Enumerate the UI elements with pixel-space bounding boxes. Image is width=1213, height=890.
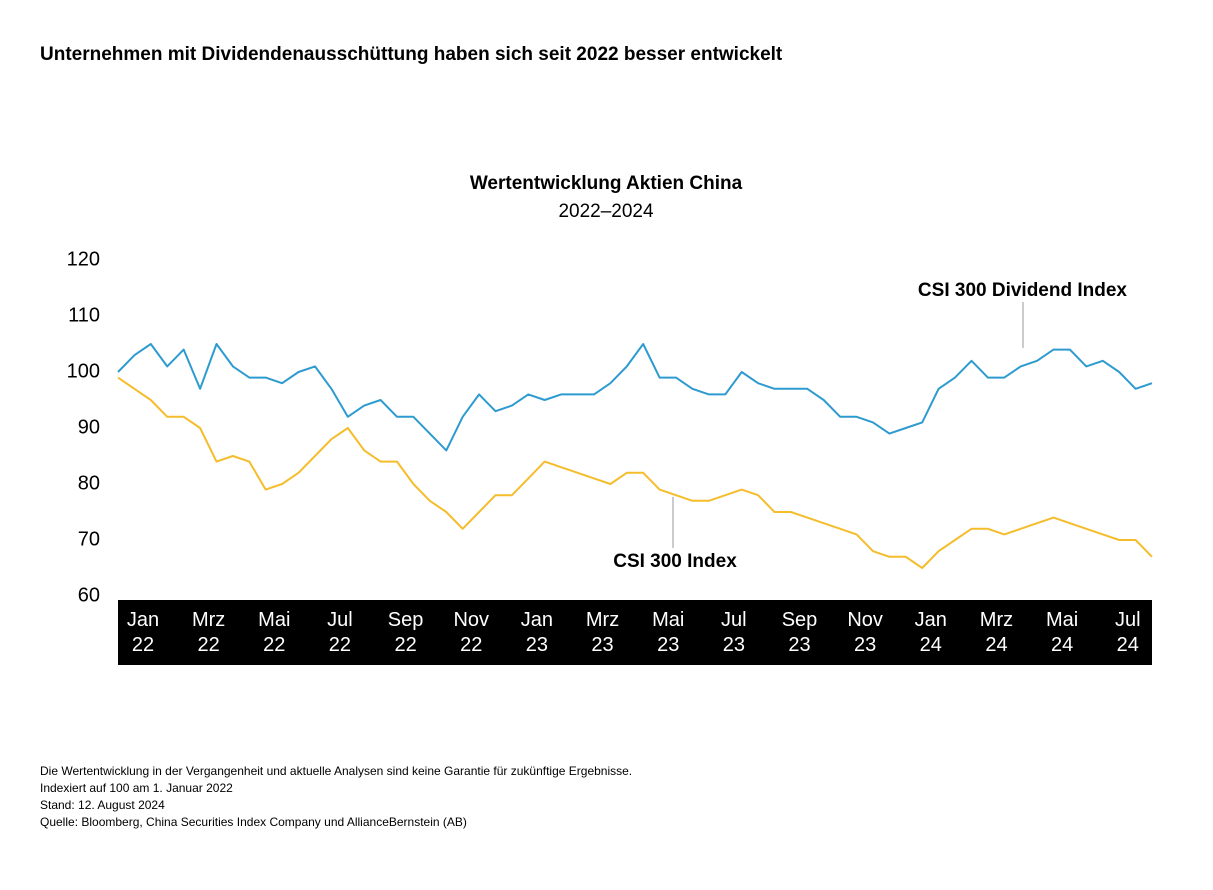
series-label: CSI 300 Dividend Index [918,280,1127,301]
y-tick-label: 90 [78,416,100,438]
y-tick-label: 100 [67,360,100,382]
chart-title: Wertentwicklung Aktien China [470,173,743,194]
x-tick-label: Mrz 22 [191,609,226,656]
x-tick-label: Jul 24 [1114,609,1141,656]
series-label: CSI 300 Index [613,551,737,572]
footnote: Die Wertentwicklung in der Vergangenheit… [40,764,633,778]
x-tick-label: Jan 24 [914,609,947,656]
chart-subtitle: 2022–2024 [558,201,654,222]
x-tick-label: Mai 24 [1045,609,1079,656]
y-tick-label: 120 [67,248,100,270]
x-tick-label: Jul 22 [327,609,353,656]
footnote: Quelle: Bloomberg, China Securities Inde… [40,815,467,829]
x-tick-label: Jan 22 [126,609,160,656]
x-tick-label: Sep 22 [387,609,424,656]
y-tick-label: 80 [78,472,100,494]
x-axis-band [118,600,1152,665]
y-tick-label: 110 [68,304,100,326]
y-tick-label: 60 [78,584,100,606]
x-tick-label: Mai 22 [258,609,291,656]
x-tick-label: Mrz 23 [585,609,620,656]
page-title: Unternehmen mit Dividendenausschüttung h… [40,44,783,65]
footnote: Stand: 12. August 2024 [40,798,165,812]
x-tick-label: Jan 23 [520,609,554,656]
x-tick-label: Jul 23 [721,609,747,656]
x-tick-label: Nov 23 [847,609,883,656]
x-tick-label: Mrz 24 [979,609,1014,656]
series-line [117,376,1153,569]
x-tick-label: Sep 23 [781,609,818,656]
x-tick-label: Nov 22 [453,609,490,656]
footnote: Indexiert auf 100 am 1. Januar 2022 [40,781,233,795]
series-line [117,343,1153,452]
y-tick-label: 70 [78,528,100,550]
x-tick-label: Mai 23 [652,609,685,656]
